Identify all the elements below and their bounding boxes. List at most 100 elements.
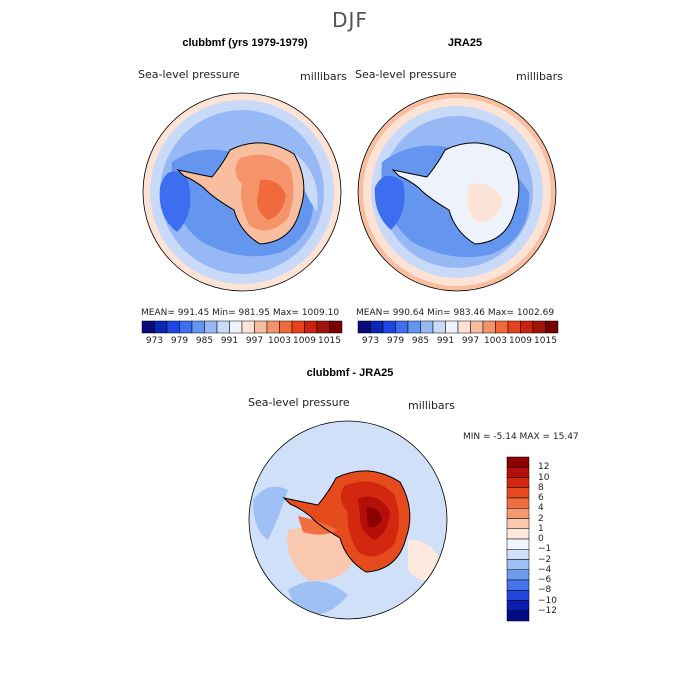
panel1-colorbar-swatch (179, 320, 193, 334)
panel1-colorbar-swatch (204, 320, 218, 334)
panel1-colorbar-swatch (191, 320, 205, 334)
panel1-colorbar-swatch (291, 320, 305, 334)
panel2-colorbar-swatch (407, 320, 421, 334)
panel2-colorbar-swatch (532, 320, 546, 334)
diff-colorbar-tick-label: 8 (538, 482, 544, 493)
diff-colorbar-tick-label: 0 (538, 534, 544, 544)
diff-colorbar-swatch (506, 579, 530, 591)
panel1-title: clubbmf (yrs 1979-1979) (182, 37, 308, 49)
panel2-colorbar-tick-label: 985 (411, 336, 430, 346)
panel2-colorbar-swatch (357, 320, 371, 334)
panel2-polar-map (357, 92, 557, 292)
panel2-colorbar-tick-label: 991 (436, 336, 455, 346)
panel2-colorbar-tick-label: 997 (461, 336, 480, 346)
panel2-colorbar-swatch (445, 320, 459, 334)
panel2-variable: Sea-level pressure (355, 68, 457, 81)
panel2-colorbar-swatch (495, 320, 509, 334)
diff-colorbar-tick-label: 1 (538, 523, 544, 534)
panel2-colorbar-swatch (520, 320, 534, 334)
panel1-colorbar-tick-label: 1003 (268, 336, 291, 346)
panel2-title: JRA25 (447, 37, 483, 49)
diff-colorbar-swatch (506, 549, 530, 560)
diff-colorbar-tick-label: −12 (538, 605, 557, 616)
diff-colorbar-swatch (506, 487, 530, 499)
diff-colorbar-tick-label: −1 (538, 544, 552, 555)
figure-title: DJF (332, 8, 368, 32)
panel2-units: millibars (516, 70, 563, 83)
panel1-colorbar-swatch (166, 320, 180, 334)
diff-colorbar-swatch (506, 569, 530, 581)
panel2-colorbar-swatch (395, 320, 409, 334)
panel1-colorbar-swatch (229, 320, 243, 334)
panel1-colorbar-tick-label: 985 (195, 336, 214, 346)
diff-colorbar-tick-label: −8 (538, 585, 552, 596)
panel1-colorbar (141, 320, 343, 334)
panel2-colorbar-swatch (420, 320, 434, 334)
panel1-colorbar-ticks: 973 979 985 991 997 1003 1009 1015 (142, 336, 342, 348)
diff-colorbar-tick-label: 2 (538, 513, 544, 524)
panel1-colorbar-swatch (154, 320, 168, 334)
panel1-colorbar-tick-label: 973 (145, 336, 164, 346)
diff-colorbar-swatch (506, 538, 530, 550)
panel2-colorbar-tick-label: 1003 (484, 336, 507, 346)
diff-colorbar-swatch (506, 528, 530, 540)
diff-colorbar-swatch (506, 456, 530, 468)
diff-colorbar-swatch (506, 477, 530, 488)
panel2-colorbar-ticks: 973 979 985 991 997 1003 1009 1015 (358, 336, 558, 348)
panel1-units: millibars (300, 70, 347, 83)
panel1-stats: MEAN= 991.45 Min= 981.95 Max= 1009.10 (141, 308, 340, 318)
diff-stats: MIN = -5.14 MAX = 15.47 (463, 432, 579, 442)
diff-colorbar-tick-label: 6 (538, 493, 544, 503)
panel1-colorbar-swatch (304, 320, 318, 334)
panel2-colorbar-swatch (432, 320, 446, 334)
panel1-colorbar-swatch (266, 320, 280, 334)
diff-colorbar-tick-label: −6 (538, 575, 552, 585)
panel1-colorbar-tick-label: 979 (170, 336, 189, 346)
panel1-colorbar-tick-label: 997 (245, 336, 264, 346)
panel2-stats: MEAN= 990.64 Min= 983.46 Max= 1002.69 (356, 308, 555, 318)
panel1-colorbar-tick-label: 1009 (293, 336, 316, 346)
panel2-colorbar-tick-label: 1009 (509, 336, 532, 346)
panel1-colorbar-tick-label: 991 (220, 336, 239, 346)
panel2-colorbar-swatch (470, 320, 484, 334)
panel1-colorbar-tick-label: 1015 (318, 336, 341, 346)
panel2-colorbar-tick-label: 1015 (534, 336, 557, 346)
diff-colorbar-swatch (506, 600, 530, 611)
panel1-colorbar-swatch (254, 320, 268, 334)
panel1-colorbar-swatch (241, 320, 255, 334)
panel2-colorbar-tick-label: 973 (361, 336, 380, 346)
diff-colorbar-tick-label: 12 (538, 462, 550, 473)
panel1-variable: Sea-level pressure (138, 68, 240, 81)
diff-title: clubbmf - JRA25 (306, 367, 394, 379)
diff-colorbar-swatch (506, 518, 530, 529)
panel2-colorbar (357, 320, 559, 334)
panel1-colorbar-swatch (141, 320, 155, 334)
panel2-colorbar-tick-label: 979 (386, 336, 405, 346)
diff-colorbar-swatch (506, 590, 530, 601)
panel1-colorbar-swatch (316, 320, 330, 334)
diff-colorbar-tick-label: −2 (538, 554, 552, 565)
diff-colorbar-tick-label: −10 (538, 595, 557, 606)
diff-colorbar-swatch (506, 559, 530, 570)
diff-polar-map (248, 420, 448, 620)
panel1-polar-map (142, 92, 342, 292)
diff-colorbar-swatch (506, 610, 530, 622)
diff-colorbar-swatch (506, 497, 530, 509)
panel1-colorbar-swatch (216, 320, 230, 334)
diff-colorbar-tick-label: 10 (538, 472, 550, 483)
diff-colorbar (506, 456, 530, 622)
diff-colorbar-tick-label: −4 (538, 564, 552, 575)
diff-colorbar-tick-label: 4 (538, 503, 544, 514)
panel2-colorbar-swatch (370, 320, 384, 334)
diff-units: millibars (408, 399, 455, 412)
diff-variable: Sea-level pressure (248, 396, 350, 409)
panel2-colorbar-swatch (457, 320, 471, 334)
panel2-colorbar-swatch (482, 320, 496, 334)
diff-colorbar-swatch (506, 508, 530, 519)
panel2-colorbar-swatch (507, 320, 521, 334)
panel2-colorbar-swatch (545, 320, 559, 334)
panel1-colorbar-swatch (279, 320, 293, 334)
panel2-colorbar-swatch (382, 320, 396, 334)
diff-colorbar-swatch (506, 467, 530, 478)
panel1-colorbar-swatch (329, 320, 343, 334)
